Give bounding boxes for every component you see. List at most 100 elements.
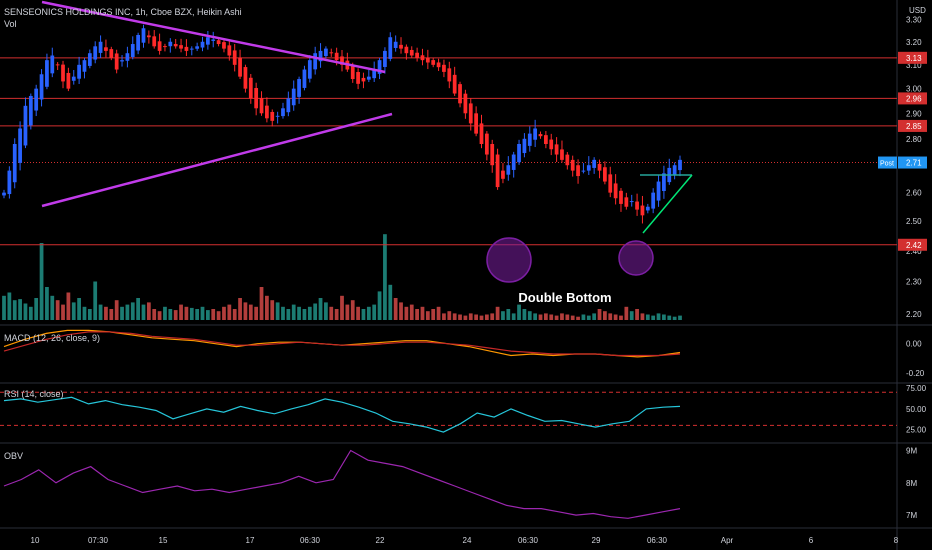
candle-body	[189, 48, 194, 50]
candle-body	[216, 40, 221, 45]
candle-body	[45, 60, 49, 87]
candle-body	[179, 45, 183, 49]
candle-body	[538, 134, 543, 137]
volume-bar	[227, 304, 232, 320]
candle-body	[662, 173, 666, 191]
candle-body	[463, 93, 468, 114]
candle-body	[635, 201, 639, 210]
price-level-label: 2.96	[906, 94, 922, 103]
candle-body	[393, 41, 398, 48]
volume-bar	[366, 306, 371, 320]
candle-body	[109, 49, 114, 58]
volume-bar	[474, 314, 479, 320]
volume-bar	[345, 304, 350, 320]
candle-body	[163, 46, 167, 48]
price-level-badge	[898, 119, 927, 132]
candle-body	[554, 144, 559, 155]
candle-body	[495, 154, 500, 188]
volume-bar	[651, 315, 656, 320]
volume-bar	[61, 304, 65, 320]
candle-body	[7, 170, 12, 195]
candle-body	[399, 44, 403, 49]
volume-bar	[307, 306, 312, 320]
volume-bar	[517, 304, 521, 320]
volume-bar	[656, 313, 661, 320]
volume-bar	[28, 306, 33, 320]
volume-bar	[2, 295, 6, 320]
candle-body	[377, 60, 382, 74]
candle-body	[66, 72, 71, 89]
candle-body	[270, 111, 275, 121]
obv-series-line	[3, 449, 681, 519]
candle-body	[645, 206, 650, 211]
candle-body	[350, 65, 355, 80]
volume-bar	[468, 313, 473, 320]
candle-body	[87, 53, 92, 66]
candle-body	[340, 56, 344, 65]
post-badge-label: Post	[880, 161, 894, 168]
candle-body	[232, 50, 237, 65]
time-tick-label: 06:30	[300, 536, 321, 545]
price-tick-label: 2.20	[906, 310, 922, 319]
candle-body	[71, 76, 76, 81]
volume-bar	[12, 300, 17, 320]
time-tick-label: Apr	[721, 536, 734, 545]
volume-bar	[254, 306, 259, 320]
candle-body	[23, 105, 28, 146]
volume-bar	[340, 295, 344, 320]
candle-body	[549, 139, 554, 150]
volume-bar	[452, 313, 457, 320]
volume-bar	[66, 292, 71, 320]
volume-bar	[393, 298, 398, 320]
volume-bar	[136, 298, 141, 320]
last-price-label: 2.71	[906, 159, 922, 168]
candle-body	[474, 113, 479, 134]
volume-bar	[93, 281, 98, 320]
volume-bar	[522, 309, 527, 320]
volume-bar	[635, 309, 639, 320]
volume-bar	[372, 304, 377, 320]
volume-bar	[543, 313, 548, 320]
volume-bar	[232, 309, 237, 320]
volume-bar	[7, 292, 12, 320]
rsi-tick-label: 75.00	[906, 384, 927, 393]
triangle-upper-line	[41, 0, 386, 74]
candle-body	[318, 50, 323, 62]
candle-body	[436, 62, 441, 68]
volume-bar	[71, 302, 76, 320]
time-tick-label: 07:30	[88, 536, 109, 545]
volume-bar	[55, 300, 60, 320]
volume-bar	[173, 310, 178, 320]
price-tick-label: 2.80	[906, 135, 922, 144]
volume-bar	[152, 309, 157, 320]
volume-bar	[104, 306, 108, 320]
volume-bar	[222, 306, 226, 320]
time-tick-label: 15	[159, 536, 168, 545]
volume-bar	[350, 300, 355, 320]
candle-body	[77, 64, 81, 79]
volume-bar	[538, 314, 543, 320]
candle-body	[248, 77, 253, 99]
candle-body	[205, 37, 210, 45]
candle-body	[50, 55, 55, 74]
volume-bar	[549, 314, 554, 320]
candle-body	[533, 128, 538, 140]
rsi-series-line	[3, 396, 681, 433]
volume-bar	[259, 287, 264, 320]
candle-body	[254, 88, 259, 109]
volume-bar	[275, 302, 280, 320]
volume-bar	[87, 309, 92, 320]
obv-tick-label: 8M	[906, 479, 917, 488]
price-tick-label: 3.20	[906, 38, 922, 47]
volume-bar	[581, 314, 586, 320]
volume-bar	[662, 314, 666, 320]
volume-bar	[205, 310, 210, 320]
candle-body	[265, 105, 269, 119]
volume-bar	[554, 315, 559, 320]
volume-bar	[297, 306, 301, 320]
volume-bar	[361, 309, 366, 320]
candle-body	[678, 159, 682, 171]
candle-body	[651, 192, 656, 209]
candle-body	[361, 77, 366, 82]
